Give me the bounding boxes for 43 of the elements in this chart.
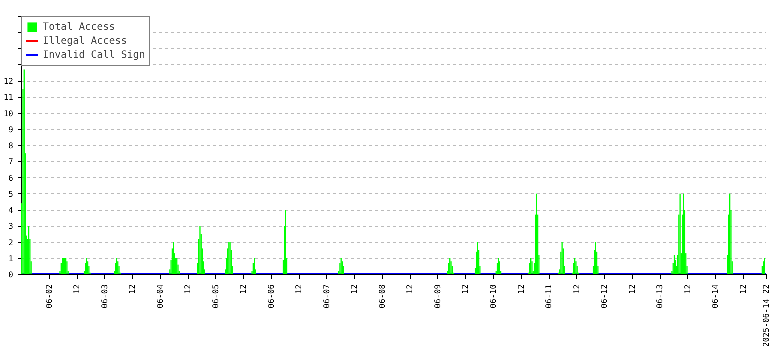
- x-tick-label: 12: [628, 284, 637, 294]
- y-tick-label: 11: [4, 93, 14, 102]
- legend-label: Illegal Access: [43, 35, 128, 47]
- x-tick-label: 12: [738, 284, 748, 294]
- x-tick-label: 06-08: [378, 284, 387, 309]
- x-tick-label: 12: [516, 284, 526, 294]
- y-tick-label: 0: [8, 270, 14, 280]
- x-tick-label: 12: [128, 284, 138, 294]
- y-tick-label: 4: [8, 206, 14, 215]
- y-tick-label: 12: [4, 77, 14, 86]
- x-tick-label: 12: [406, 284, 415, 294]
- x-tick-label: 06-02: [44, 284, 54, 309]
- x-tick-label: 06-11: [544, 284, 554, 309]
- x-tick-label: 12: [572, 284, 582, 294]
- legend-label: Total Access: [43, 21, 116, 33]
- y-tick-label: 2: [8, 238, 14, 248]
- y-tick-label: 7: [8, 158, 14, 167]
- x-tick-label: 06-04: [156, 284, 165, 309]
- x-tick-label: 12: [184, 284, 193, 294]
- x-tick-label: 12: [294, 284, 304, 294]
- x-tick-label: 12: [72, 284, 82, 294]
- y-tick-label: 5: [8, 190, 14, 199]
- legend-label: Invalid Call Sign: [43, 49, 146, 61]
- x-tick-label: 12: [350, 284, 360, 294]
- x-tick-label: 06-05: [211, 284, 220, 309]
- x-tick-label: 06-09: [433, 284, 442, 309]
- y-tick-label: 3: [8, 222, 14, 232]
- x-tick-label: 06-13: [656, 284, 665, 309]
- y-tick-label: 6: [8, 174, 14, 183]
- x-tick-label: 06-03: [100, 284, 110, 309]
- y-tick-label: 10: [4, 109, 14, 118]
- x-tick-label: 12: [683, 284, 692, 294]
- x-tick-label: 06-12: [600, 284, 610, 309]
- x-tick-label: 12: [461, 284, 470, 294]
- x-tick-label: 06-10: [488, 284, 498, 309]
- y-tick-label: 1: [8, 254, 14, 264]
- y-tick-label: 9: [8, 125, 14, 134]
- x-tick-label: 06-14: [711, 284, 720, 309]
- y-tick-label: 8: [8, 142, 14, 150]
- x-tick-label: 06-06: [266, 284, 276, 309]
- x-tick-label: 2025-06-14 22: [762, 284, 771, 348]
- x-tick-label: 12: [239, 284, 248, 294]
- x-tick-label: 06-07: [322, 284, 332, 309]
